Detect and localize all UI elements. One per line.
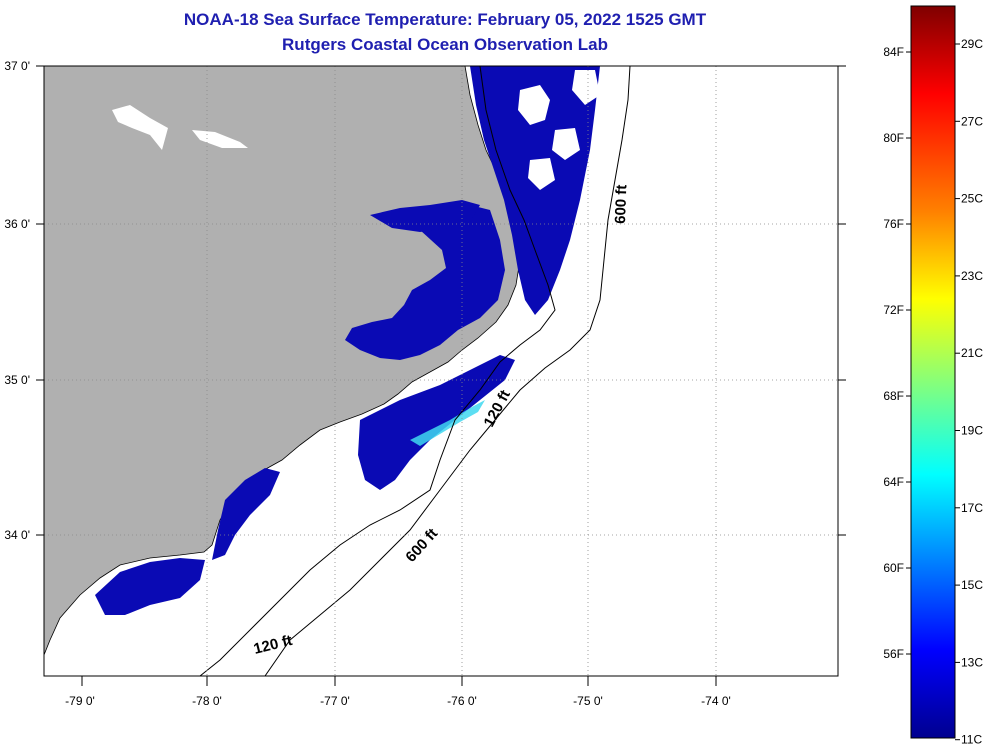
color-scale-bar bbox=[910, 5, 956, 739]
lon-label: -79 0' bbox=[65, 694, 95, 708]
inland-lakes bbox=[112, 105, 248, 150]
colorbar-celsius-label: 25C bbox=[961, 192, 983, 206]
lat-label: 37 0' bbox=[4, 59, 30, 73]
colorbar-fahrenheit-label: 60F bbox=[883, 561, 904, 575]
cloud-cover bbox=[518, 70, 600, 190]
colorbar-fahrenheit-label: 76F bbox=[883, 217, 904, 231]
tick-marks bbox=[36, 65, 846, 686]
contour-600ft bbox=[264, 66, 631, 676]
cyan-warm-band bbox=[410, 400, 485, 446]
graticule bbox=[44, 66, 838, 676]
lon-label: -76 0' bbox=[447, 694, 477, 708]
colorbar-celsius-label: 27C bbox=[961, 114, 983, 128]
contour-120ft bbox=[199, 66, 556, 676]
contour-label: 600 ft bbox=[612, 184, 630, 224]
colorbar-celsius-label: 11C bbox=[961, 733, 982, 747]
colorbar-fahrenheit-label: 56F bbox=[883, 647, 904, 661]
colorbar-celsius-label: 21C bbox=[961, 346, 983, 360]
lat-label: 36 0' bbox=[4, 217, 30, 231]
lat-label: 34 0' bbox=[4, 528, 30, 542]
map-title: NOAA-18 Sea Surface Temperature: Februar… bbox=[183, 10, 707, 29]
colorbar-fahrenheit-label: 68F bbox=[883, 389, 904, 403]
colorbar-celsius-label: 29C bbox=[961, 37, 983, 51]
colorbar-fahrenheit-label: 80F bbox=[883, 131, 904, 145]
lon-label: -75 0' bbox=[573, 694, 603, 708]
colorbar-celsius-label: 19C bbox=[961, 424, 983, 438]
colorbar-celsius-label: 17C bbox=[961, 501, 983, 515]
long-bay-water bbox=[95, 558, 205, 615]
colorbar-celsius-label: 23C bbox=[961, 269, 983, 283]
outer-banks-water bbox=[470, 66, 600, 315]
southern-coast-water bbox=[212, 468, 280, 560]
lon-label: -74 0' bbox=[701, 694, 731, 708]
colorbar-fahrenheit-label: 84F bbox=[883, 45, 904, 59]
lat-label: 35 0' bbox=[4, 373, 30, 387]
colorbar-celsius-label: 13C bbox=[961, 655, 983, 669]
map-subtitle: Rutgers Coastal Ocean Observation Lab bbox=[282, 35, 608, 54]
map-frame bbox=[43, 65, 839, 677]
colorbar-fahrenheit-label: 64F bbox=[883, 475, 904, 489]
pamlico-sound bbox=[345, 205, 505, 360]
lon-label: -78 0' bbox=[192, 694, 222, 708]
colorbar-fahrenheit-label: 72F bbox=[883, 303, 904, 317]
onslow-bay-water bbox=[358, 355, 515, 490]
colorbar-celsius-label: 15C bbox=[961, 578, 983, 592]
lon-label: -77 0' bbox=[320, 694, 350, 708]
